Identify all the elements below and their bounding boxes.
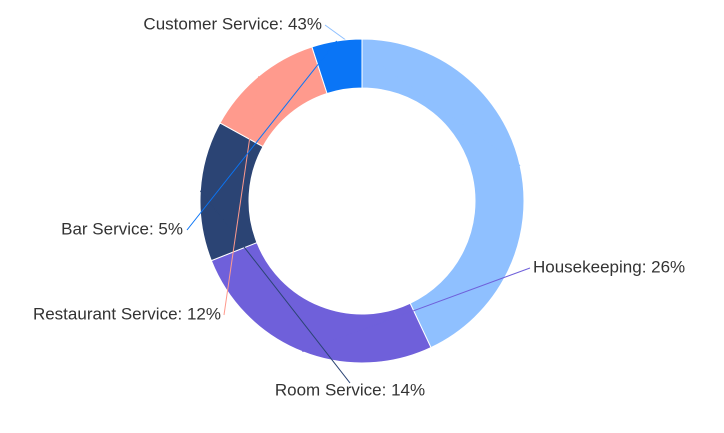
leader-line-restaurant-service xyxy=(223,76,260,316)
leader-line-bar-service xyxy=(186,40,338,231)
leader-line-room-service xyxy=(199,190,351,384)
donut-slice-customer-service[interactable] xyxy=(361,38,525,349)
leader-line-housekeeping xyxy=(302,267,531,353)
donut-slice-bar-service[interactable] xyxy=(311,38,363,95)
slice-label-room-service: Room Service: 14% xyxy=(275,380,425,399)
slice-label-customer-service: Customer Service: 43% xyxy=(143,14,322,33)
slice-label-bar-service: Bar Service: 5% xyxy=(61,219,183,238)
donut-slice-room-service[interactable] xyxy=(199,122,264,262)
donut-slice-restaurant-service[interactable] xyxy=(219,46,328,148)
slice-label-restaurant-service: Restaurant Service: 12% xyxy=(33,304,221,323)
slice-label-housekeeping: Housekeeping: 26% xyxy=(533,257,685,276)
